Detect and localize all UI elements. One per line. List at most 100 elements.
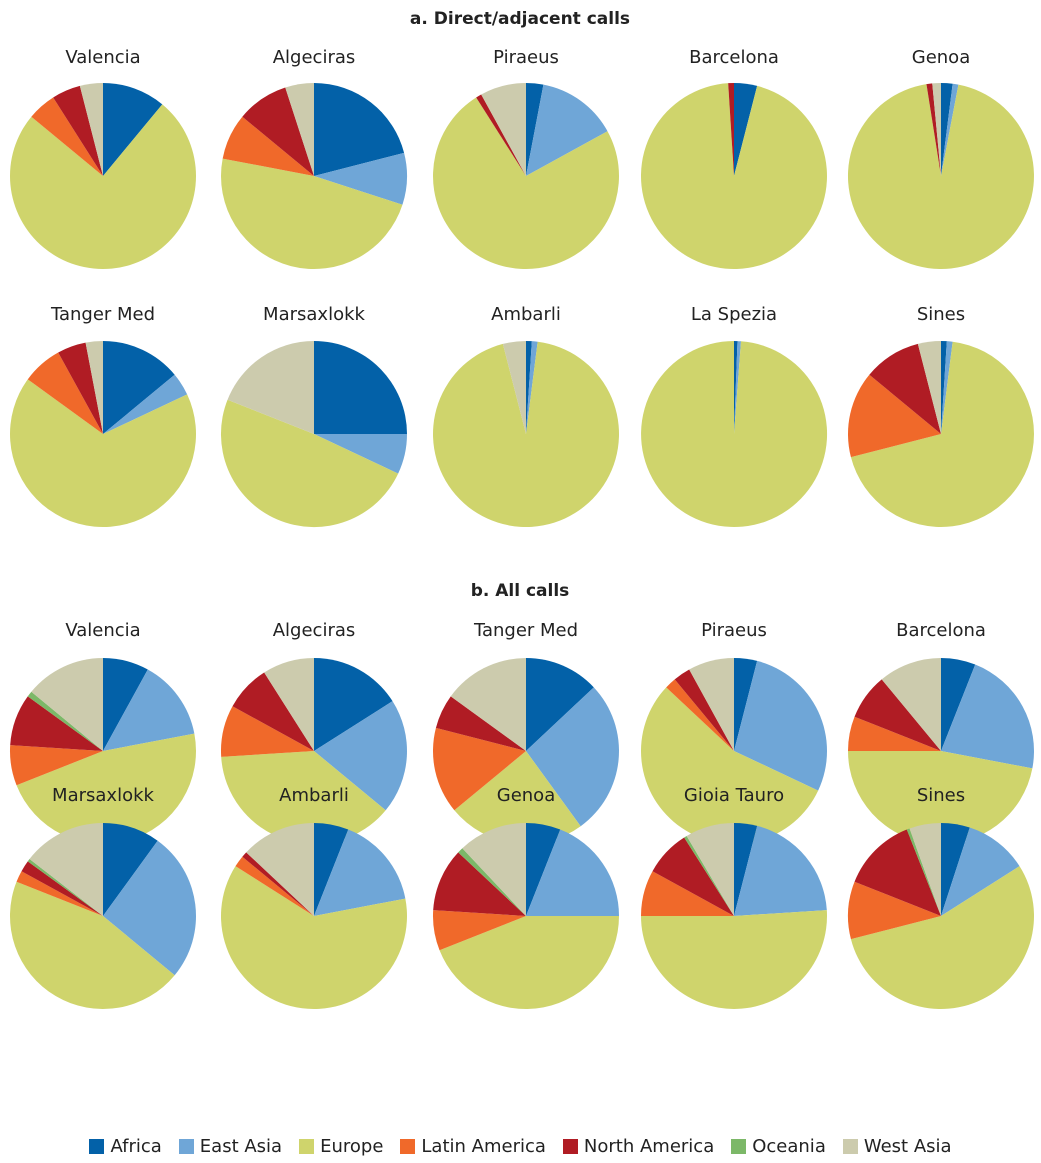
pie-slice-east-asia	[314, 152, 408, 205]
pie-slice-east-asia	[314, 701, 407, 811]
pie-slice-africa	[941, 340, 947, 434]
pie-slice-africa	[103, 658, 148, 751]
legend-label: Latin America	[421, 1136, 546, 1157]
pie-slice-east-asia	[103, 840, 197, 976]
pie-slice-europe	[847, 84, 1034, 269]
pie-slice-north-america	[674, 669, 734, 751]
pie-slice-africa	[941, 823, 970, 916]
pie-slice-west-asia	[450, 658, 526, 751]
pie-slice-north-america	[232, 672, 314, 751]
pie-slice-europe	[848, 751, 1033, 844]
legend-swatch	[842, 1139, 858, 1154]
pie-marsaxlokk: Marsaxlokk	[9, 785, 197, 1010]
pie-slice-latin-america	[666, 679, 734, 751]
pie-title: Marsaxlokk	[263, 304, 365, 325]
pie-slice-north-america	[728, 82, 734, 176]
pie-marsaxlokk: Marsaxlokk	[220, 304, 407, 528]
pie-gioia-tauro: Gioia Tauro	[641, 785, 828, 1009]
pie-slice-west-asia	[686, 823, 734, 916]
pie-title: Tanger Med	[50, 304, 155, 325]
pie-title: Ambarli	[491, 304, 561, 325]
pie-title: Algeciras	[273, 47, 356, 68]
pie-slice-europe	[220, 866, 407, 1010]
pie-slice-east-asia	[734, 825, 827, 916]
pie-slice-west-asia	[29, 823, 103, 916]
pie-slice-north-america	[854, 679, 941, 751]
pie-slice-europe	[640, 687, 819, 845]
pie-valencia: Valencia	[9, 620, 196, 845]
legend-swatch	[299, 1139, 315, 1154]
pie-slice-europe	[16, 733, 196, 845]
pie-valencia: Valencia	[9, 47, 196, 269]
pie-slice-north-america	[242, 852, 314, 916]
pie-slice-europe	[640, 83, 827, 269]
pie-slice-east-asia	[941, 341, 953, 434]
pie-title: La Spezia	[691, 304, 777, 325]
pie-slice-europe	[850, 341, 1034, 527]
pie-algeciras: Algeciras	[221, 47, 408, 270]
pie-slice-africa	[734, 341, 738, 434]
pie-slice-east-asia	[103, 374, 188, 434]
pie-slice-west-asia	[881, 658, 941, 751]
pie-slice-africa	[941, 658, 976, 751]
pie-slice-east-asia	[941, 827, 1020, 916]
pie-slice-africa	[526, 340, 532, 434]
pie-slice-east-asia	[526, 687, 619, 827]
pie-slice-latin-america	[432, 910, 526, 951]
legend-swatch	[178, 1139, 194, 1154]
pie-title: Gioia Tauro	[684, 785, 784, 806]
pie-slice-africa	[734, 83, 758, 176]
pie-slice-europe	[850, 866, 1034, 1010]
pie-slice-east-asia	[103, 669, 195, 751]
pie-slice-north-america	[10, 696, 103, 751]
pie-slice-west-asia	[462, 823, 526, 916]
legend-item-europe: Europe	[299, 1136, 383, 1157]
pie-slice-africa	[103, 341, 175, 434]
legend-label: West Asia	[863, 1136, 952, 1157]
legend-label: East Asia	[199, 1136, 283, 1157]
pie-slice-europe	[641, 341, 828, 527]
pie-slice-north-america	[652, 837, 734, 916]
pie-slice-latin-america	[31, 97, 104, 176]
pie-slice-latin-america	[222, 116, 314, 176]
pie-slice-north-america	[21, 861, 103, 916]
panel-title: b. All calls	[471, 581, 570, 601]
pie-slice-north-america	[433, 852, 526, 916]
legend-item-oceania: Oceania	[731, 1136, 826, 1157]
pie-slice-africa	[734, 658, 758, 751]
pie-slice-north-america	[854, 829, 941, 916]
pie-slice-oceania	[27, 859, 103, 916]
legend-swatch	[89, 1139, 105, 1154]
pie-tanger-med: Tanger Med	[432, 620, 619, 844]
pie-slice-africa	[314, 658, 393, 751]
pie-sines: Sines	[847, 304, 1034, 527]
pie-title: Ambarli	[279, 785, 349, 806]
pie-slice-west-asia	[502, 341, 526, 434]
pie-piraeus: Piraeus	[640, 620, 828, 845]
pie-slice-west-asia	[264, 658, 314, 751]
legend-label: Africa	[110, 1136, 162, 1157]
pie-slice-west-asia	[917, 341, 941, 434]
pie-ambarli: Ambarli	[433, 304, 620, 527]
pie-algeciras: Algeciras	[220, 620, 407, 845]
pie-title: Sines	[917, 785, 965, 806]
pie-chart-grid: a. Direct/adjacent calls Valencia Algecira…	[9, 9, 1034, 1010]
pie-slice-oceania	[906, 828, 941, 916]
pie-slice-africa	[734, 823, 758, 916]
pie-slice-latin-america	[847, 374, 941, 458]
pie-title: Piraeus	[701, 620, 767, 641]
pie-slice-east-asia	[941, 664, 1034, 769]
legend-label: Oceania	[752, 1136, 826, 1157]
pie-title: Marsaxlokk	[52, 785, 154, 806]
pie-slice-europe	[641, 910, 828, 1009]
legend-item-north-america: North America	[562, 1136, 714, 1157]
pie-slice-latin-america	[9, 745, 103, 786]
pie-title: Genoa	[497, 785, 555, 806]
legend-item-west-asia: West Asia	[842, 1136, 952, 1157]
pie-slice-europe	[9, 104, 196, 269]
legend-swatch	[731, 1139, 747, 1154]
pie-slice-africa	[314, 341, 407, 434]
pie-slice-latin-america	[220, 706, 314, 757]
legend-item-east-asia: East Asia	[178, 1136, 283, 1157]
